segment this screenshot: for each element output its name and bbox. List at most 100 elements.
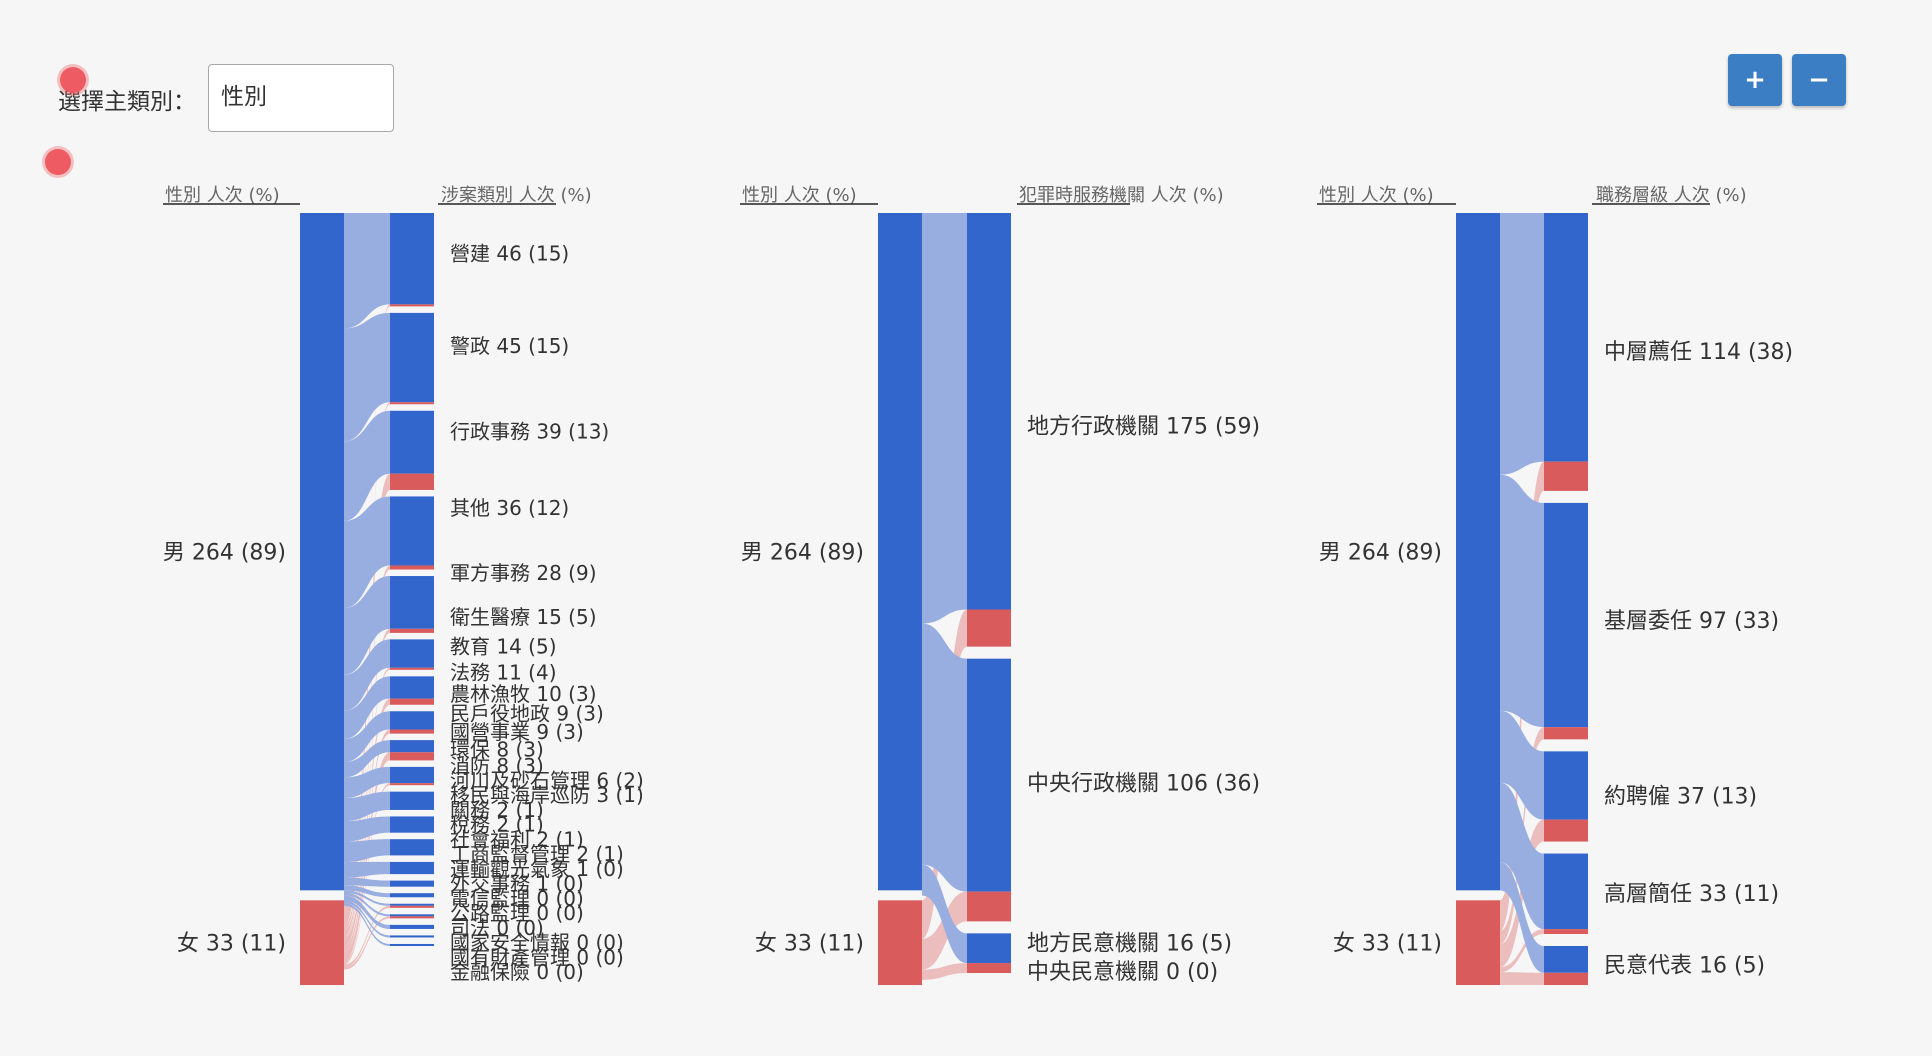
target-node-female (1544, 819, 1588, 842)
source-label: 女 33 (11) (755, 932, 864, 957)
target-node-female (390, 698, 434, 705)
top-controls: 選擇主類別： 性別 + − (0, 0, 1932, 175)
flow-link (344, 676, 390, 739)
source-label: 男 264 (89) (163, 541, 286, 566)
source-node-female (1456, 900, 1500, 985)
zoom-in-button[interactable]: + (1728, 54, 1782, 106)
zoom-out-button[interactable]: − (1792, 54, 1846, 106)
target-node-male (390, 213, 434, 305)
target-label: 約聘僱 37 (13) (1604, 784, 1757, 809)
flow-link (344, 565, 390, 932)
target-node-male (390, 816, 434, 833)
target-node-male (1544, 853, 1588, 930)
target-node-male (967, 213, 1011, 610)
marker-dot-icon (45, 149, 71, 175)
source-header: 性別 人次 (%) (1319, 185, 1434, 206)
target-node-female (1544, 727, 1588, 740)
target-label: 工商監督管理 2 (1) (450, 842, 624, 866)
target-label: 環保 8 (3) (450, 737, 544, 761)
target-label: 高層簡任 33 (11) (1604, 882, 1779, 907)
target-node-male (1544, 213, 1588, 462)
source-node-male (1456, 213, 1500, 891)
target-label: 國營事業 9 (3) (450, 720, 584, 744)
target-label: 民戶役地政 9 (3) (450, 701, 604, 725)
target-label: 中央行政機關 106 (36) (1027, 772, 1260, 797)
target-node-male (1544, 945, 1588, 973)
flow-link (344, 885, 390, 898)
flow-link (344, 410, 390, 521)
target-label: 消防 8 (3) (450, 754, 544, 778)
category-select[interactable]: 性別 (208, 64, 394, 132)
source-header: 性別 人次 (%) (165, 185, 280, 206)
flow-link (1500, 213, 1544, 475)
target-label: 基層委任 97 (33) (1604, 609, 1779, 634)
target-label: 中層薦任 114 (38) (1604, 340, 1793, 365)
target-label: 國家安全情報 0 (0) (450, 931, 624, 955)
target-node-female (390, 402, 434, 405)
target-node-male (390, 880, 434, 887)
target-node-female (390, 905, 434, 908)
target-node-male (967, 933, 1011, 964)
source-header: 性別 人次 (%) (742, 185, 857, 206)
source-label: 女 33 (11) (1333, 932, 1442, 957)
target-node-male (390, 791, 434, 810)
target-label: 國有財產管理 0 (0) (450, 945, 624, 969)
target-label: 行政事務 39 (13) (450, 420, 609, 444)
flow-link (344, 711, 390, 763)
flow-link (344, 892, 390, 917)
sankey-chart: 性別 人次 (%) 涉案類別 人次 (%) 男 264 (89) 女 33 (11) 營… (163, 185, 644, 985)
flow-link (1500, 972, 1544, 985)
target-header: 犯罪時服務機關 人次 (%) (1019, 185, 1224, 206)
target-node-female (390, 667, 434, 670)
source-node-male (878, 213, 922, 891)
target-node-male (390, 943, 434, 946)
flow-link (344, 916, 390, 970)
sankey-chart: 性別 人次 (%) 犯罪時服務機關 人次 (%) 男 264 (89) 女 33 (1… (740, 185, 1260, 985)
flow-link (344, 861, 390, 878)
target-label: 金融保險 0 (0) (450, 960, 584, 984)
target-header: 職務層級 人次 (%) (1596, 185, 1747, 206)
target-node-male (390, 312, 434, 403)
flow-group (922, 213, 967, 980)
target-node-female (390, 729, 434, 734)
flow-group (1500, 213, 1544, 985)
target-label: 農林漁牧 10 (3) (450, 682, 597, 706)
flow-link (922, 963, 967, 980)
flow-link (344, 740, 390, 778)
flow-link (1500, 782, 1544, 930)
flow-link (1500, 862, 1544, 973)
target-label: 稅務 2 (1) (450, 813, 544, 837)
target-label: 司法 0 (0) (450, 916, 544, 940)
source-node-female (878, 900, 922, 985)
target-label: 運輸觀光氣象 1 (0) (450, 857, 624, 881)
target-node-male (390, 924, 434, 929)
target-label: 軍方事務 28 (9) (450, 561, 597, 585)
flow-link (1500, 474, 1544, 728)
flow-link (344, 877, 390, 887)
target-node-female (1544, 972, 1588, 985)
target-node-female (390, 304, 434, 307)
target-node-female (967, 609, 1011, 647)
target-label: 河川及砂石管理 6 (2) (450, 769, 644, 793)
target-node-female (967, 891, 1011, 922)
target-label: 移民與海岸巡防 3 (1) (450, 783, 644, 807)
flow-link (344, 895, 390, 929)
flow-link (922, 891, 967, 970)
flow-link (1500, 929, 1544, 973)
source-label: 女 33 (11) (177, 932, 286, 957)
flow-link (922, 213, 967, 624)
target-node-male (390, 893, 434, 898)
target-node-male (390, 903, 434, 906)
target-node-female (390, 473, 434, 490)
target-node-female (390, 783, 434, 786)
target-label: 警政 45 (15) (450, 334, 569, 358)
category-select-label: 選擇主類別： (58, 89, 196, 115)
target-node-male (390, 576, 434, 629)
target-node-female (390, 628, 434, 633)
flow-link (1500, 710, 1544, 820)
target-node-female (390, 752, 434, 761)
target-node-female (390, 565, 434, 570)
target-node-male (390, 496, 434, 566)
target-node-female (967, 963, 1011, 973)
